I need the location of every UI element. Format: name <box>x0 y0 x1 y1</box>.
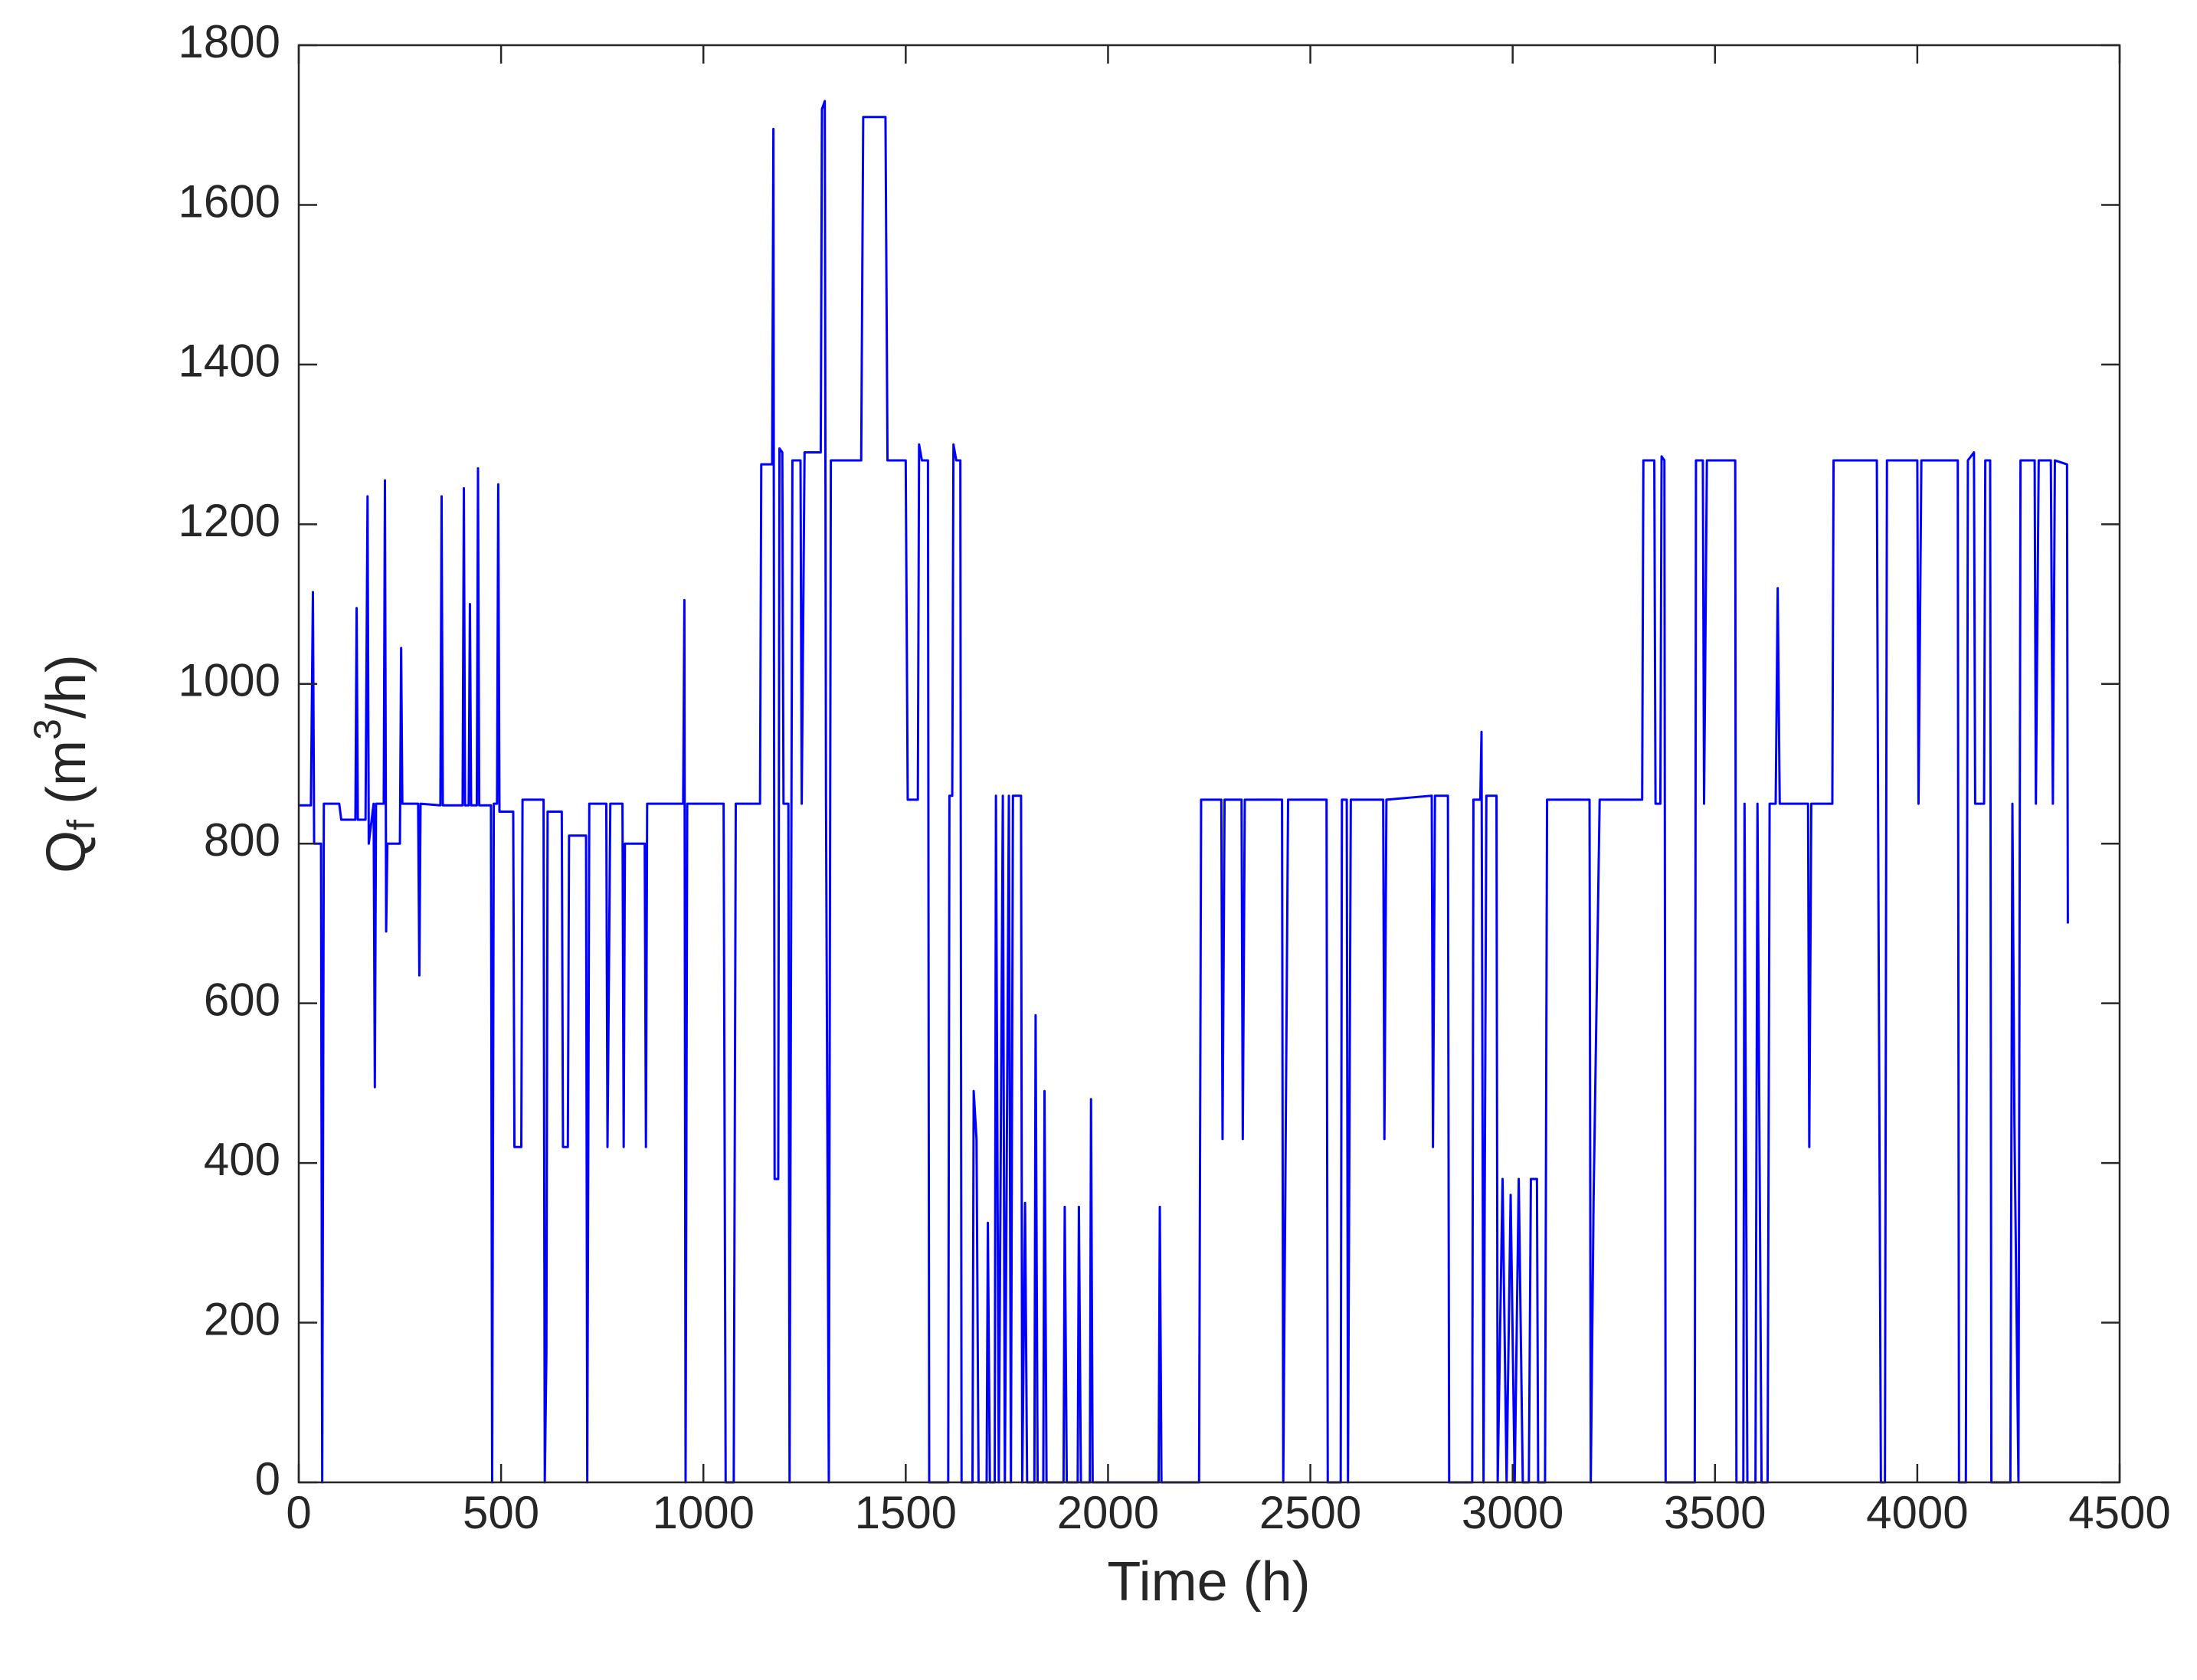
y-tick-label: 1400 <box>178 336 280 387</box>
x-tick-label: 4000 <box>1866 1487 1968 1538</box>
x-tick-label: 1500 <box>855 1487 957 1538</box>
x-tick-label: 3000 <box>1462 1487 1563 1538</box>
y-tick-label: 400 <box>204 1134 280 1185</box>
y-tick-label: 1800 <box>178 16 280 67</box>
x-tick-label: 500 <box>463 1487 539 1538</box>
y-tick-label: 600 <box>204 974 280 1026</box>
y-tick-label: 800 <box>204 814 280 866</box>
axes-box <box>297 44 2121 1484</box>
y-label-base: Q <box>36 830 97 873</box>
data-line <box>299 100 2069 1484</box>
x-tick-label: 3500 <box>1664 1487 1766 1538</box>
x-tick-label: 4500 <box>2068 1487 2170 1538</box>
y-axis-label: Qf (m3/h) <box>26 654 103 873</box>
x-axis-label: Time (h) <box>1107 1551 1310 1613</box>
y-label-sup: 3 <box>26 719 69 740</box>
y-tick-label: 0 <box>255 1453 280 1505</box>
y-tick-label: 200 <box>204 1293 280 1344</box>
y-label-pre: (m <box>36 740 97 820</box>
y-label-sub: f <box>60 820 103 830</box>
x-tick-label: 2000 <box>1057 1487 1159 1538</box>
y-label-post: /h) <box>36 654 97 719</box>
x-tick-label: 0 <box>286 1487 311 1538</box>
y-tick-label: 1200 <box>178 495 280 546</box>
y-tick-label: 1600 <box>178 175 280 227</box>
x-tick-label: 2500 <box>1259 1487 1361 1538</box>
y-tick-label: 1000 <box>178 655 280 706</box>
x-tick-label: 1000 <box>652 1487 754 1538</box>
